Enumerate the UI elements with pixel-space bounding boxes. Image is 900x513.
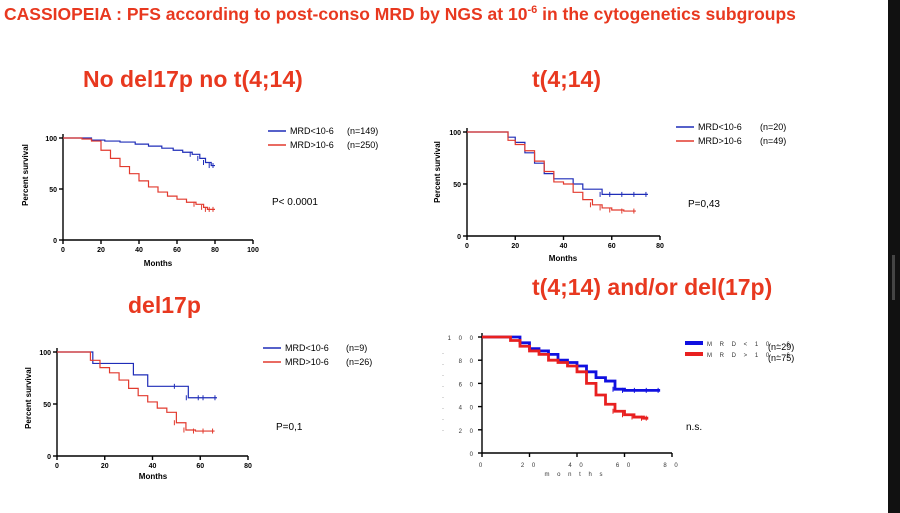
legend-label: M R D < 1 0 - 6 (707, 342, 793, 348)
x-tick-label: 60 (173, 247, 181, 254)
title-prefix: CASSIOPEIA : PFS according to post-conso… (4, 4, 528, 24)
legend-n: (n=250) (347, 140, 378, 150)
y-axis-faint-char: · (442, 373, 447, 379)
scroll-thumb[interactable] (892, 255, 895, 300)
y-axis-faint-char: · (442, 406, 447, 412)
p-value: P=0,1 (276, 422, 303, 433)
legend-n: (n=26) (346, 357, 372, 367)
survival-curve-mrd-high (482, 335, 649, 420)
legend-label: MRD>10-6 (698, 136, 742, 146)
y-tick-label: 1 0 0 (448, 336, 476, 342)
y-tick-label: 6 0 (459, 382, 476, 388)
y-tick-label: 50 (43, 402, 51, 409)
x-tick-label: 20 (511, 243, 519, 250)
y-axis-faint-char: · (442, 395, 447, 401)
legend-n: (n=149) (347, 126, 378, 136)
y-axis-faint-char: · (442, 384, 447, 390)
chart-1: 0 20 40 60 80 100 0 50 100 Percent survival Months… (21, 126, 378, 268)
x-tick-label: 0 (465, 243, 469, 250)
legend-n: (n=75) (768, 353, 794, 363)
legend-n: (n=29) (768, 342, 794, 352)
subtitle-no-del17p: No del17p no t(4;14) (83, 66, 303, 92)
legend-label: MRD<10-6 (290, 126, 334, 136)
y-axis-faint-char: · (442, 417, 447, 423)
subtitle-del17p: del17p (128, 292, 201, 318)
y-axis-faint-char: · (442, 351, 447, 357)
legend-label: MRD<10-6 (285, 343, 329, 353)
x-tick-label: 4 0 (568, 463, 585, 469)
x-tick-label: 100 (247, 247, 259, 254)
y-tick-label: 0 (47, 454, 51, 461)
x-tick-label: 0 (479, 463, 485, 469)
x-tick-label: 60 (608, 243, 616, 250)
y-axis-faint-char: · (442, 362, 447, 368)
legend-label: MRD>10-6 (285, 357, 329, 367)
x-tick-label: 0 (61, 247, 65, 254)
legend-label: M R D > 1 0 - 6 (707, 353, 793, 359)
legend-n: (n=49) (760, 136, 786, 146)
y-tick-label: 8 0 (459, 359, 476, 365)
y-tick-label: 4 0 (459, 406, 476, 412)
legend-n: (n=9) (346, 343, 367, 353)
survival-curve-mrd-low (482, 335, 661, 392)
x-tick-label: 0 (55, 463, 59, 470)
y-axis-label: Percent survival (21, 144, 30, 206)
survival-curve-mrd-low (467, 131, 648, 195)
y-tick-label: 2 0 (459, 429, 476, 435)
title-suffix: in the cytogenetics subgroups (537, 4, 796, 24)
x-tick-label: 80 (244, 463, 252, 470)
legend-label: MRD>10-6 (290, 140, 334, 150)
x-tick-label: 8 0 (663, 463, 680, 469)
slide-title: CASSIOPEIA : PFS according to post-conso… (4, 4, 884, 25)
x-axis-label: Months (139, 472, 168, 481)
y-tick-label: 100 (45, 136, 57, 143)
x-tick-label: 20 (97, 247, 105, 254)
x-tick-label: 60 (196, 463, 204, 470)
subtitle-t414: t(4;14) (532, 66, 602, 92)
survival-curve-mrd-low (57, 351, 217, 399)
x-tick-label: 6 0 (616, 463, 633, 469)
y-tick-label: 0 (470, 452, 476, 458)
y-tick-label: 50 (49, 187, 57, 194)
window-edge-bar (888, 0, 900, 513)
x-axis-label: m o n t h s (544, 472, 605, 478)
x-tick-label: 80 (211, 247, 219, 254)
x-axis-label: Months (549, 254, 578, 263)
x-tick-label: 20 (101, 463, 109, 470)
legend-n: (n=20) (760, 122, 786, 132)
x-tick-label: 40 (149, 463, 157, 470)
p-value: P< 0.0001 (272, 197, 318, 208)
survival-curve-mrd-high (57, 351, 215, 432)
x-tick-label: 80 (656, 243, 664, 250)
chart-2: 0 20 40 60 80 0 50 100 Percent survival Months MRD… (433, 122, 786, 263)
y-tick-label: 0 (53, 238, 57, 245)
p-value: n.s. (686, 422, 702, 433)
x-tick-label: 2 0 (521, 463, 538, 469)
x-tick-label: 40 (135, 247, 143, 254)
y-axis-label: Percent survival (24, 367, 33, 429)
legend-label: MRD<10-6 (698, 122, 742, 132)
y-axis-label: Percent survival (433, 141, 442, 203)
subtitle-t414-or-del17p: t(4;14) and/or del(17p) (532, 274, 773, 300)
x-axis-label: Months (144, 259, 173, 268)
y-tick-label: 100 (39, 350, 51, 357)
survival-curve-mrd-low (63, 137, 215, 167)
y-tick-label: 50 (453, 182, 461, 189)
survival-curve-mrd-high (63, 137, 215, 210)
title-exponent: -6 (527, 4, 538, 17)
y-tick-label: 100 (449, 130, 461, 137)
survival-curve-mrd-high (467, 131, 636, 212)
chart-4: 0 2 0 4 0 6 0 8 0 0 2 0 4 0 6 0 8 0 1 0 0 · · · · · · · · m… (442, 333, 794, 478)
p-value: P=0,43 (688, 199, 720, 210)
y-tick-label: 0 (457, 234, 461, 241)
chart-3: 0 20 40 60 80 0 50 100 Percent survival Months MRD… (24, 343, 372, 481)
x-tick-label: 40 (560, 243, 568, 250)
y-axis-faint-char: · (442, 428, 447, 434)
